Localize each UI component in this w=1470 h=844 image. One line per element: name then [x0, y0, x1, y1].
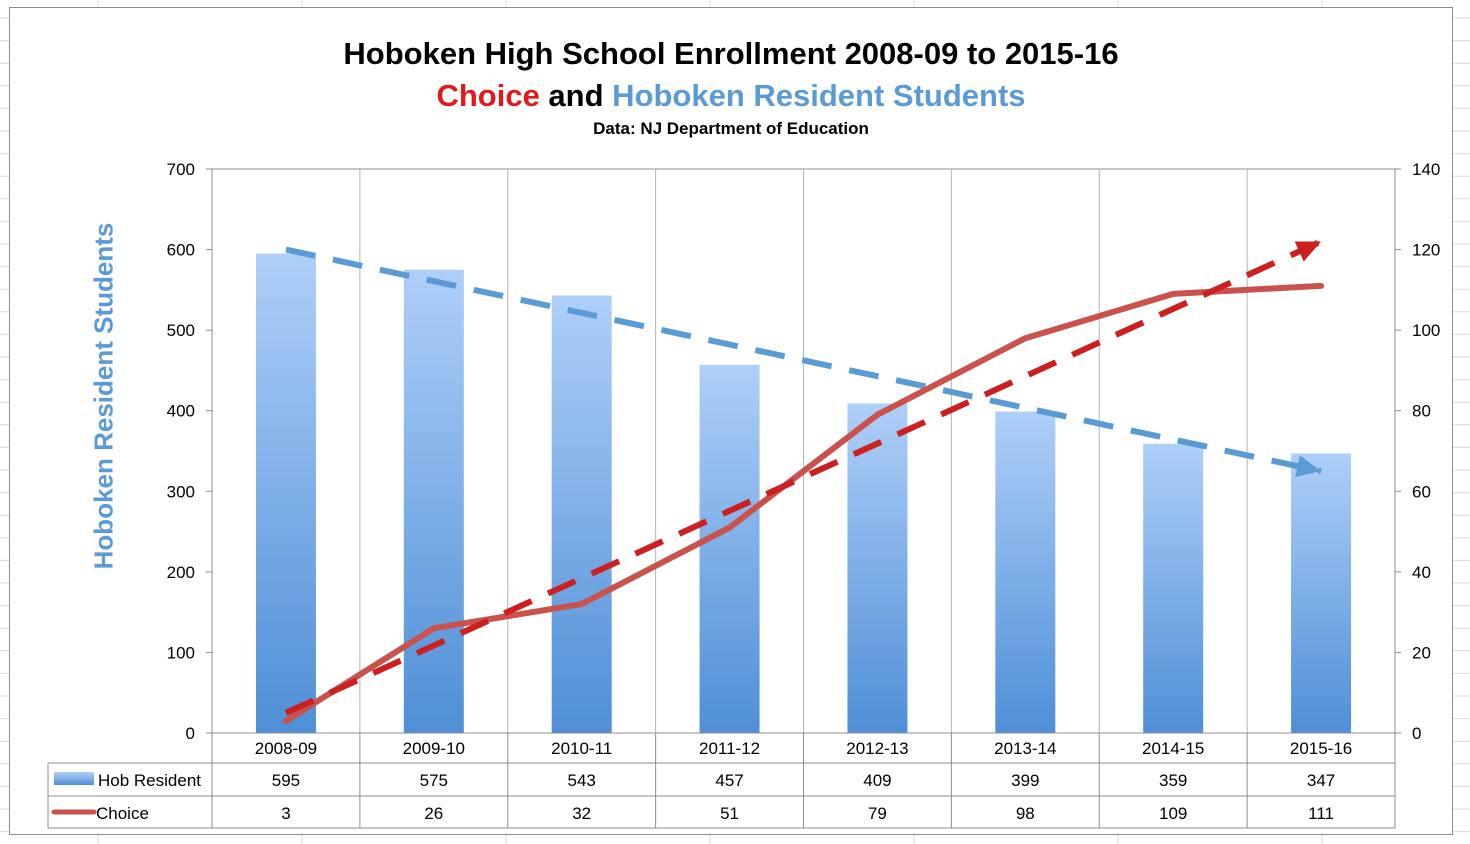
legend-label-choice: Choice — [96, 804, 149, 823]
x-tick-label: 2012-13 — [846, 739, 908, 758]
table-cell-resident: 543 — [568, 771, 596, 790]
y-tick-label: 400 — [167, 402, 195, 421]
legend-key-resident — [54, 772, 94, 785]
bar-2014-15[interactable] — [1143, 443, 1204, 733]
bar-2009-10[interactable] — [403, 269, 464, 733]
table-cell-choice: 3 — [281, 804, 290, 823]
y-tick-label: 500 — [167, 321, 195, 340]
y-tick-label: 200 — [167, 563, 195, 582]
table-cell-resident: 595 — [272, 771, 300, 790]
table-cell-resident: 359 — [1159, 771, 1187, 790]
legend-label-resident: Hob Resident — [98, 771, 201, 790]
table-cell-choice: 26 — [424, 804, 443, 823]
chart-subtitle: Choice and Hoboken Resident Students — [0, 78, 1462, 114]
resident-trendline — [285, 246, 1322, 475]
table-cell-choice: 111 — [1308, 804, 1334, 823]
choice-line[interactable] — [282, 282, 1325, 724]
bar-2008-09[interactable] — [255, 253, 316, 733]
y-tick-label: 300 — [167, 482, 195, 501]
y2-tick-label: 120 — [1412, 241, 1440, 260]
table-cell-resident: 409 — [863, 771, 891, 790]
y-tick-label: 0 — [186, 724, 195, 743]
y2-tick-label: 20 — [1412, 643, 1431, 662]
y-tick-label: 700 — [167, 160, 195, 179]
x-tick-label: 2014-15 — [1142, 739, 1204, 758]
bar-2012-13[interactable] — [847, 403, 908, 733]
subtitle-choice: Choice — [436, 78, 540, 113]
bar-2015-16[interactable] — [1291, 453, 1352, 733]
x-tick-label: 2010-11 — [551, 739, 612, 758]
y2-tick-label: 60 — [1412, 482, 1431, 501]
subtitle-and: and — [539, 78, 613, 113]
bar-2013-14[interactable] — [995, 411, 1056, 733]
table-cell-choice: 98 — [1016, 804, 1035, 823]
table-cell-resident: 575 — [420, 771, 448, 790]
choice-trendline-arrow-icon — [1294, 241, 1322, 262]
y2-tick-label: 100 — [1412, 321, 1440, 340]
table-cell-choice: 51 — [720, 804, 739, 823]
bar-2010-11[interactable] — [551, 295, 612, 733]
table-cell-choice: 109 — [1159, 804, 1187, 823]
y-tick-label: 600 — [167, 241, 195, 260]
x-tick-label: 2013-14 — [994, 739, 1056, 758]
y2-tick-label: 0 — [1412, 724, 1421, 743]
y2-tick-label: 80 — [1412, 402, 1431, 421]
table-cell-resident: 457 — [715, 771, 743, 790]
x-tick-label: 2009-10 — [403, 739, 465, 758]
table-cell-resident: 399 — [1011, 771, 1039, 790]
source-note: Data: NJ Department of Education — [593, 119, 869, 138]
y2-tick-label: 40 — [1412, 563, 1431, 582]
table-cell-choice: 32 — [572, 804, 591, 823]
bar-2011-12[interactable] — [699, 364, 760, 733]
resident-trendline-arrow-icon — [1295, 455, 1322, 477]
table-cell-resident: 347 — [1307, 771, 1335, 790]
chart-title: Hoboken High School Enrollment 2008-09 t… — [343, 36, 1119, 71]
x-tick-label: 2011-12 — [699, 739, 760, 758]
y-tick-label: 100 — [167, 643, 195, 662]
table-cell-choice: 79 — [868, 804, 887, 823]
y2-tick-label: 140 — [1412, 160, 1440, 179]
subtitle-resident: Hoboken Resident Students — [612, 78, 1026, 113]
x-tick-label: 2008-09 — [255, 739, 317, 758]
x-tick-label: 2015-16 — [1290, 739, 1352, 758]
